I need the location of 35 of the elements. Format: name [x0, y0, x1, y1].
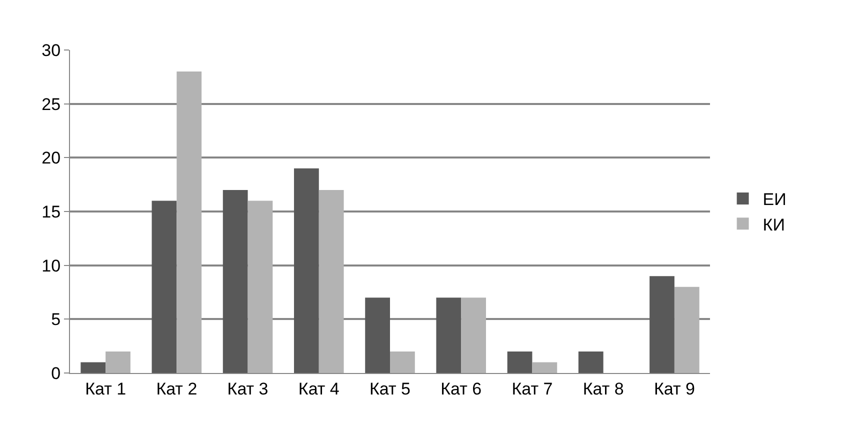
bar: [532, 362, 558, 373]
x-tick-label: Кат 2: [156, 379, 198, 398]
x-tick-label: Кат 7: [512, 379, 553, 398]
bar: [390, 351, 415, 373]
bar: [80, 362, 106, 373]
bar: [365, 298, 390, 373]
x-tick-label: Кат 3: [227, 379, 268, 398]
y-tick-label: 5: [51, 310, 61, 330]
y-tick-label: 30: [42, 40, 61, 60]
bar: [650, 276, 674, 373]
y-tick-label: 20: [42, 148, 61, 168]
bar: [222, 190, 248, 373]
bar: [674, 286, 700, 373]
bar: [318, 190, 344, 373]
bar: [248, 200, 273, 373]
x-tick-label: Кат 6: [440, 379, 482, 398]
bar: [152, 200, 177, 373]
bar: [507, 351, 532, 373]
y-tick-label: 25: [42, 94, 61, 114]
y-tick-label: 10: [42, 256, 61, 276]
bar: [578, 351, 604, 373]
bar: [294, 168, 319, 373]
x-tick-label: Кат 4: [298, 379, 340, 398]
x-tick-label: Кат 8: [582, 379, 624, 398]
legend-label: КИ: [762, 215, 785, 234]
bar: [176, 72, 202, 373]
y-tick-label: 0: [51, 364, 61, 383]
bar: [436, 298, 462, 373]
y-tick-label: 15: [42, 202, 61, 222]
x-tick-label: Кат 1: [85, 379, 126, 398]
x-tick-label: Кат 5: [370, 379, 410, 398]
x-tick-label: Кат 9: [654, 379, 695, 398]
bar: [106, 351, 130, 373]
bar: [461, 298, 486, 373]
legend-label: ЕИ: [762, 190, 786, 210]
